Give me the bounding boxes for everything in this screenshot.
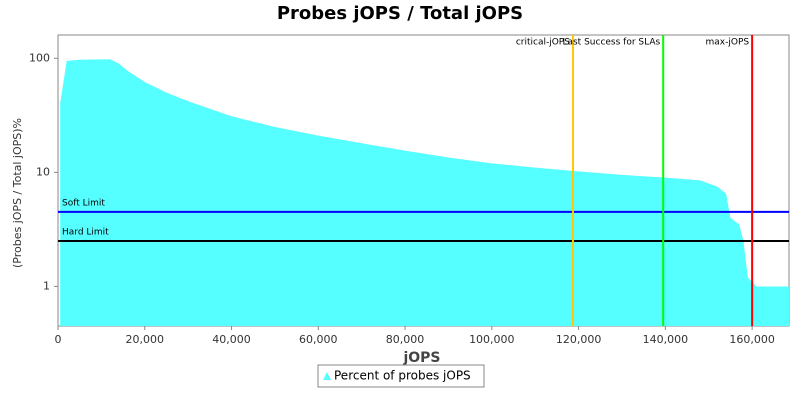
y-tick-label: 100 (29, 51, 50, 64)
x-tick-label: 160,000 (729, 333, 775, 346)
limit-label: Soft Limit (62, 198, 105, 208)
x-axis-title: jOPS (402, 350, 440, 366)
x-tick-label: 20,000 (126, 333, 165, 346)
x-tick-label: 80,000 (386, 333, 425, 346)
area (60, 59, 790, 326)
legend-label: Percent of probes jOPS (334, 369, 471, 383)
x-tick-label: 40,000 (212, 333, 251, 346)
limit-label: Hard Limit (62, 228, 109, 238)
y-tick-label: 1 (43, 279, 50, 292)
y-tick-label: 10 (36, 165, 50, 178)
y-axis-title: (Probes jOPS / Total jOPS)% (11, 118, 24, 268)
legend-box (317, 364, 485, 388)
marker-label: Last Success for SLAs (562, 38, 660, 48)
x-tick-label: 0 (55, 333, 62, 346)
x-tick-label: 120,000 (556, 333, 602, 346)
legend-swatch (323, 372, 331, 380)
marker-label: max-jOPS (706, 38, 750, 48)
x-tick-label: 60,000 (299, 333, 338, 346)
legend: Percent of probes jOPS (317, 364, 485, 388)
x-tick-label: 100,000 (469, 333, 515, 346)
marker-label: critical-jOPS (516, 38, 570, 48)
chart-title: Probes jOPS / Total jOPS (277, 3, 523, 24)
x-tick-label: 140,000 (643, 333, 689, 346)
